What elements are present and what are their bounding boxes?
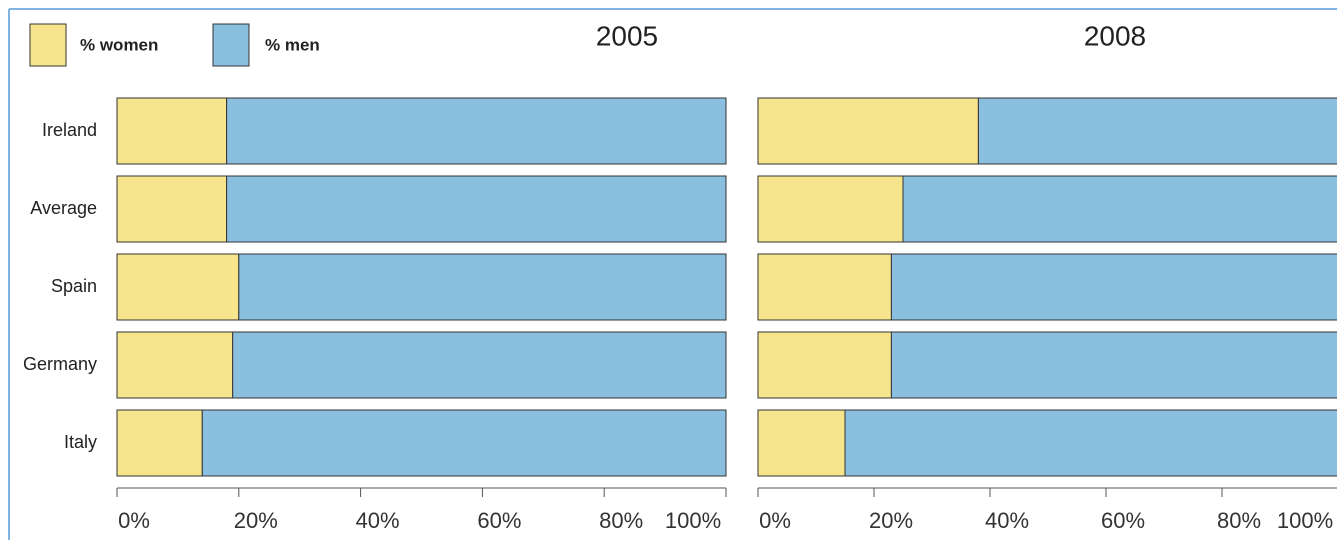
- legend-swatch: [212, 23, 250, 67]
- bar-segment: [757, 97, 979, 165]
- bar-segment: [238, 253, 727, 321]
- bar-segment: [232, 331, 727, 399]
- bar-segment: [977, 97, 1337, 165]
- bar-segment: [116, 331, 234, 399]
- category-label: Spain: [51, 276, 97, 296]
- bar-segment: [226, 97, 727, 165]
- x-tick-label: 100%: [1277, 508, 1333, 533]
- bar-segment: [116, 253, 240, 321]
- x-tick-label: 80%: [599, 508, 643, 533]
- bar-segment: [226, 175, 727, 243]
- x-tick-label: 40%: [356, 508, 400, 533]
- x-tick-label: 100%: [665, 508, 721, 533]
- x-tick-label: 0%: [118, 508, 150, 533]
- bar-segment: [757, 175, 904, 243]
- panel-title: 2005: [596, 20, 658, 51]
- category-label: Germany: [23, 354, 97, 374]
- panel-title: 2008: [1084, 20, 1146, 51]
- bar-segment: [902, 175, 1337, 243]
- bar-segment: [890, 331, 1337, 399]
- x-tick-label: 0%: [759, 508, 791, 533]
- x-tick-label: 60%: [477, 508, 521, 533]
- bar-segment: [757, 409, 846, 477]
- x-tick-label: 80%: [1217, 508, 1261, 533]
- category-label: Ireland: [42, 120, 97, 140]
- x-tick-label: 40%: [985, 508, 1029, 533]
- x-tick-label: 60%: [1101, 508, 1145, 533]
- bar-segment: [116, 175, 228, 243]
- legend-label: % women: [80, 35, 158, 54]
- bar-segment: [757, 253, 892, 321]
- bar-segment: [757, 331, 892, 399]
- bar-segment: [890, 253, 1337, 321]
- bar-segment: [116, 97, 228, 165]
- x-tick-label: 20%: [869, 508, 913, 533]
- bar-segment: [116, 409, 203, 477]
- category-label: Average: [30, 198, 97, 218]
- legend-label: % men: [265, 35, 320, 54]
- x-tick-label: 20%: [234, 508, 278, 533]
- bar-segment: [201, 409, 727, 477]
- category-label: Italy: [64, 432, 97, 452]
- legend-swatch: [29, 23, 67, 67]
- bar-segment: [844, 409, 1337, 477]
